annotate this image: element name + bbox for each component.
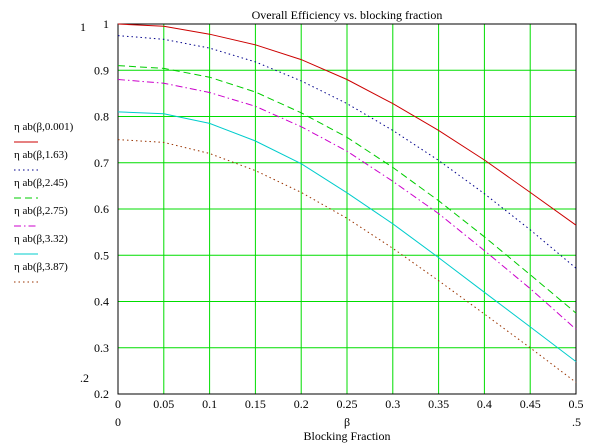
x-tick-labels: 0 0.05 0.1 0.15 0.2 0.25 0.3 0.35 0.4 0.45 0.5 — [115, 397, 584, 411]
y-tick-label: 0.6 — [94, 202, 109, 216]
x-tick-label: 0.35 — [428, 397, 449, 411]
grid — [118, 24, 576, 394]
x-axis-symbol: β — [344, 415, 350, 429]
series-line — [117, 139, 577, 383]
y-tick-label: 1 — [103, 17, 109, 31]
x-tick-label: 0.2 — [294, 397, 309, 411]
plot-frame — [117, 23, 577, 395]
series-line — [117, 65, 577, 314]
y-tick-label: 0.9 — [94, 63, 109, 77]
legend: η ab(β,0.001) η ab(β,1.63) η ab(β,2.45) η a… — [14, 121, 74, 283]
y-tick-label: 0.2 — [94, 387, 109, 401]
x-axis-label: Blocking Fraction — [304, 429, 391, 443]
y-tick-label: 0.5 — [94, 248, 109, 262]
y-tick-label: 0.8 — [94, 110, 109, 124]
x-tick-label: 0.1 — [202, 397, 217, 411]
series-line — [117, 35, 577, 269]
series-lines — [117, 23, 577, 383]
x-tick-label: 0.45 — [520, 397, 541, 411]
legend-label: η ab(β,3.87) — [14, 261, 68, 273]
y-tick-label: 0.4 — [94, 295, 109, 309]
legend-label: η ab(β,3.32) — [14, 233, 68, 245]
y-limit-min-label: .2 — [80, 371, 89, 385]
legend-label: η ab(β,1.63) — [14, 149, 68, 161]
x-tick-label: 0.4 — [477, 397, 492, 411]
x-tick-label: 0.3 — [385, 397, 400, 411]
legend-label: η ab(β,2.75) — [14, 205, 68, 217]
series-line — [117, 23, 577, 226]
y-tick-labels: 0.2 0.3 0.4 0.5 0.6 0.7 0.8 0.9 1 — [94, 17, 109, 401]
y-limit-max-label: 1 — [80, 20, 86, 34]
x-tick-label: 0.15 — [245, 397, 266, 411]
series-line — [117, 79, 577, 330]
x-tick-label: 0.25 — [337, 397, 358, 411]
x-limit-min-label: 0 — [115, 415, 121, 429]
chart-title: Overall Efficiency vs. blocking fraction — [252, 8, 443, 22]
y-tick-label: 0.3 — [94, 341, 109, 355]
x-tick-label: 0.5 — [569, 397, 584, 411]
y-tick-label: 0.7 — [94, 156, 109, 170]
x-tick-label: 0.05 — [153, 397, 174, 411]
legend-label: η ab(β,2.45) — [14, 177, 68, 189]
x-limit-max-label: .5 — [572, 415, 581, 429]
legend-label: η ab(β,0.001) — [14, 121, 74, 133]
series-line — [117, 111, 577, 362]
x-tick-label: 0 — [115, 397, 121, 411]
